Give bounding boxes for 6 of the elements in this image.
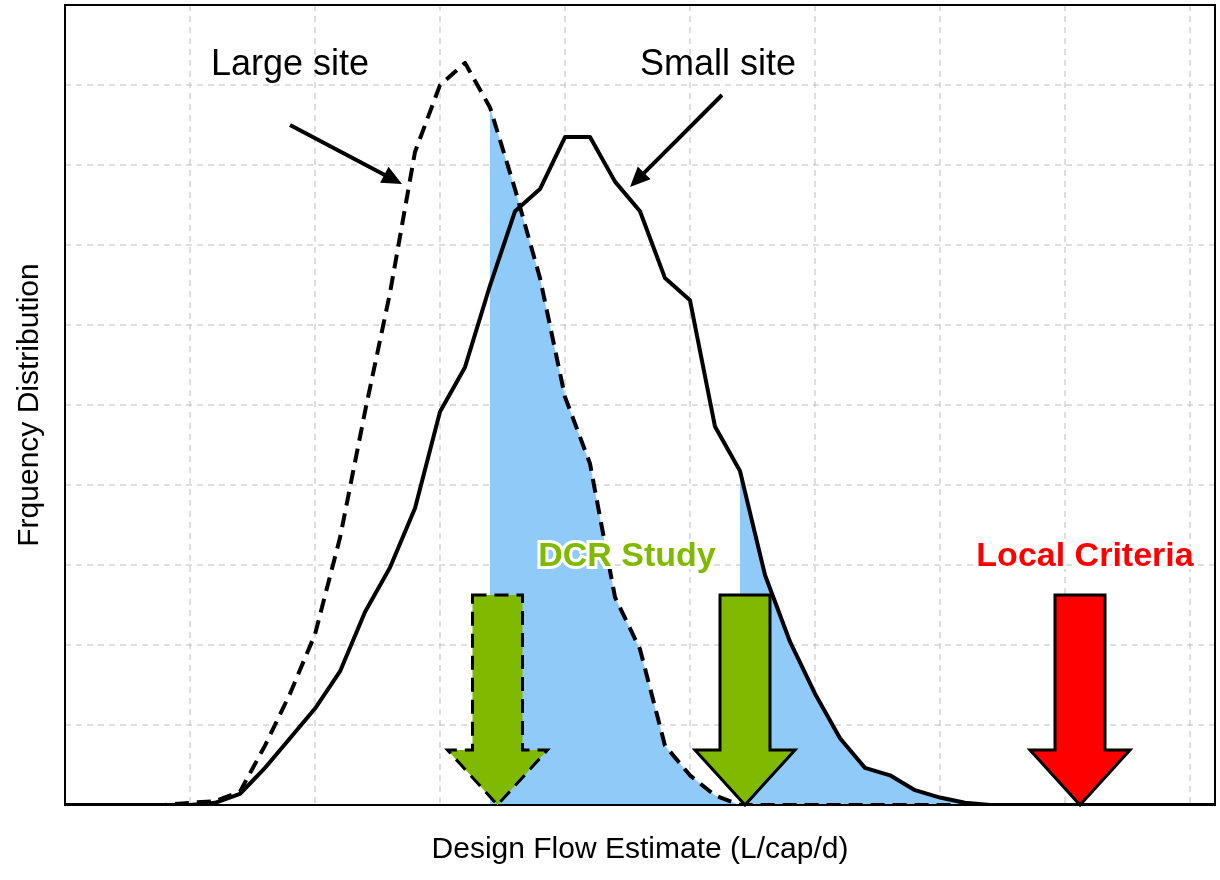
series-label: Large site (210, 41, 370, 83)
annotation: DCR Study (538, 534, 716, 573)
x-axis-title: Design Flow Estimate (L/cap/d) (431, 831, 849, 864)
y-axis-title: Frquency Distribution (10, 263, 44, 547)
text: Small site (639, 41, 797, 83)
annotation: Local Criteria (976, 534, 1195, 573)
